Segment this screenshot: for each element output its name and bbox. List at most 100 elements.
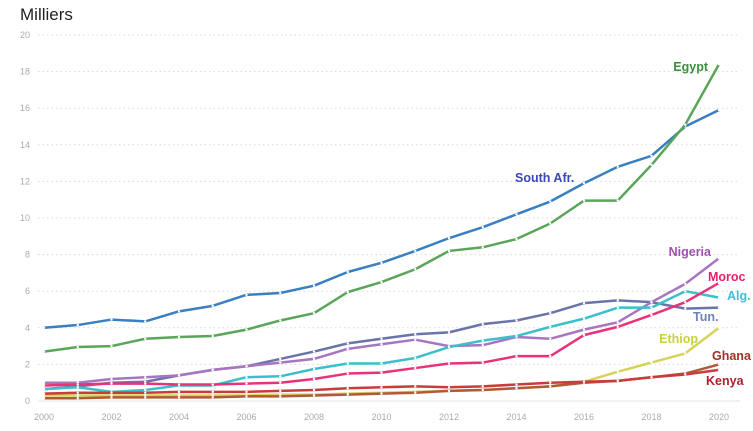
data-point <box>312 357 316 361</box>
data-point <box>481 388 484 392</box>
data-point <box>380 386 383 389</box>
data-point <box>684 307 687 310</box>
data-point <box>481 343 484 347</box>
series-label: Kenya <box>706 374 745 388</box>
data-point <box>515 334 518 338</box>
data-point <box>380 280 383 284</box>
data-point <box>245 376 248 379</box>
data-point <box>312 350 316 353</box>
data-point <box>650 313 653 317</box>
data-point <box>414 391 417 394</box>
data-point <box>582 199 586 202</box>
x-tick-label: 2016 <box>574 412 594 422</box>
x-tick-label: 2014 <box>506 412 526 422</box>
data-point <box>144 388 147 392</box>
data-point <box>549 381 552 384</box>
data-point <box>414 366 417 370</box>
data-point <box>245 382 248 385</box>
y-tick-label: 10 <box>20 213 30 223</box>
y-tick-label: 18 <box>20 67 30 77</box>
data-point <box>211 396 214 399</box>
data-point <box>380 261 383 265</box>
data-point <box>582 301 586 305</box>
x-tick-label: 2010 <box>371 412 391 422</box>
data-point <box>717 108 721 112</box>
data-point <box>447 362 451 365</box>
data-point <box>549 222 552 225</box>
data-point <box>684 300 687 304</box>
data-point <box>110 396 113 399</box>
data-point <box>549 311 552 315</box>
y-tick-label: 14 <box>20 140 30 150</box>
data-point <box>177 335 181 339</box>
data-point <box>380 362 383 365</box>
data-point <box>380 337 383 340</box>
data-point <box>312 311 316 315</box>
data-point <box>414 338 417 341</box>
data-point <box>177 310 181 313</box>
data-point <box>650 306 653 309</box>
data-point <box>346 270 349 274</box>
data-point <box>211 368 214 372</box>
data-point <box>549 200 552 203</box>
data-point <box>447 389 451 393</box>
data-point <box>245 390 248 394</box>
data-point <box>549 325 552 329</box>
data-point <box>245 328 248 331</box>
y-tick-label: 20 <box>20 30 30 40</box>
data-point <box>144 337 147 340</box>
series-label: Ghana <box>712 349 752 363</box>
data-point <box>684 123 687 126</box>
x-tick-label: 2004 <box>169 412 189 422</box>
data-point <box>346 386 349 390</box>
data-point <box>650 163 653 167</box>
x-tick-label: 2012 <box>439 412 459 422</box>
y-tick-label: 4 <box>25 323 30 333</box>
data-point <box>312 377 316 381</box>
x-tick-label: 2006 <box>236 412 256 422</box>
data-point <box>211 390 214 394</box>
data-point <box>616 299 619 302</box>
data-point <box>717 363 721 366</box>
data-point <box>110 318 113 321</box>
data-point <box>76 383 79 386</box>
data-point <box>312 388 316 392</box>
data-point <box>717 63 721 66</box>
y-axis-ticks: 0 2 4 6 8 10 12 14 16 18 20 <box>20 30 30 406</box>
data-point <box>76 386 79 389</box>
data-point <box>312 284 316 287</box>
data-point <box>616 306 619 309</box>
data-point <box>447 345 451 349</box>
data-point <box>42 381 46 384</box>
series-label: Egypt <box>673 60 709 74</box>
series-label: South Afr. <box>515 171 574 185</box>
data-point <box>177 383 181 386</box>
data-point <box>684 290 687 293</box>
data-point <box>582 333 586 337</box>
data-point <box>245 395 248 398</box>
series-line-moroc <box>43 281 720 387</box>
data-point <box>279 381 282 384</box>
data-point <box>279 319 282 322</box>
data-point <box>650 361 653 364</box>
data-point <box>582 317 586 320</box>
data-point <box>110 382 113 385</box>
data-point <box>279 361 282 364</box>
data-point <box>312 367 316 371</box>
data-point <box>177 390 181 394</box>
data-point <box>616 321 619 324</box>
x-tick-label: 2002 <box>101 412 121 422</box>
series-label: Alg. <box>727 289 751 303</box>
data-point <box>717 281 721 285</box>
data-point <box>245 293 248 297</box>
gridlines <box>38 34 740 402</box>
y-tick-label: 8 <box>25 250 30 260</box>
data-point <box>616 379 619 383</box>
data-point <box>481 246 484 249</box>
chart-title: Milliers <box>20 5 73 24</box>
data-point <box>582 328 586 331</box>
data-point <box>616 165 619 168</box>
data-point <box>211 383 214 386</box>
x-tick-label: 2020 <box>709 412 729 422</box>
